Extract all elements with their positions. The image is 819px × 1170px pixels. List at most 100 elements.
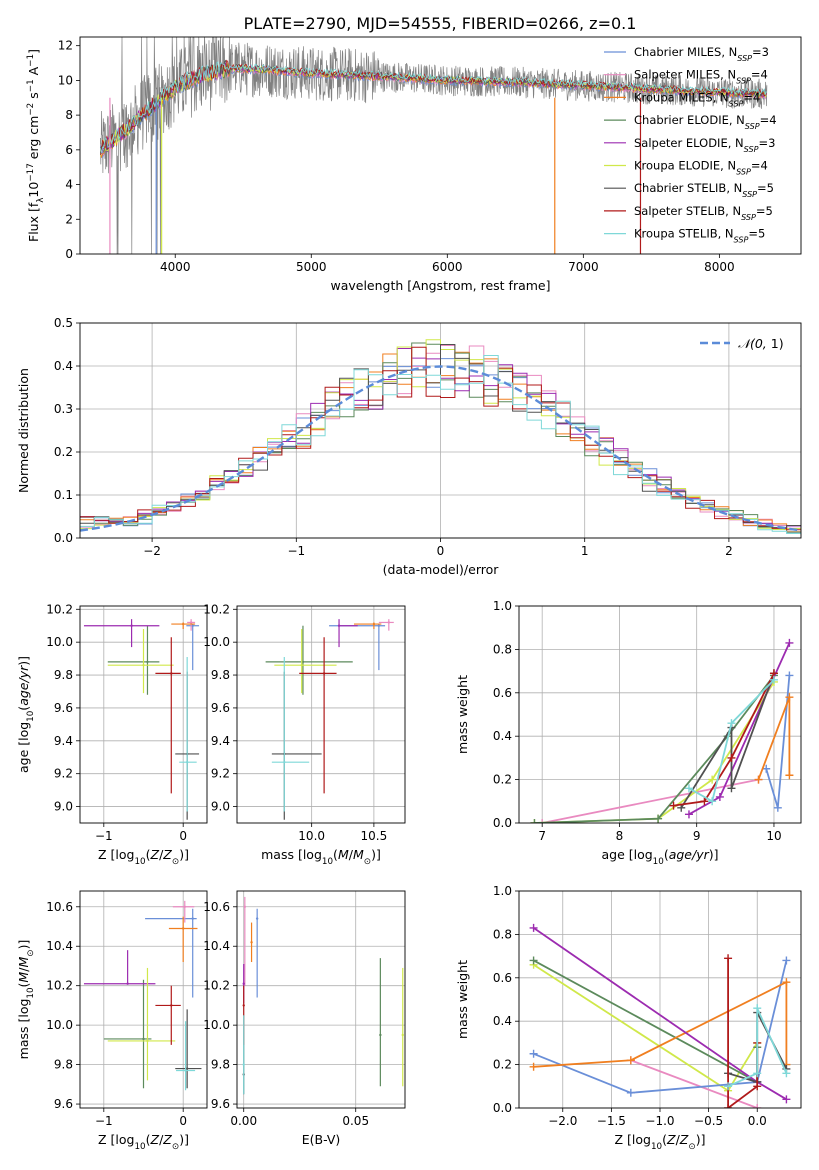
label-fragment: 10 — [134, 857, 145, 867]
marker-kroupa_miles — [785, 693, 794, 702]
y-tick-label: 0.6 — [493, 686, 512, 700]
point-kroupa_stelib — [184, 1069, 187, 1072]
label-fragment: / — [16, 967, 31, 972]
y-tick-label: 10.6 — [46, 900, 73, 914]
y-tick-label: 0.6 — [493, 971, 512, 985]
y-tick-label: 9.8 — [54, 1058, 73, 1072]
marker-salpeter_stelib — [724, 954, 733, 963]
x-tick-label: 6000 — [432, 260, 463, 274]
marker-chabrier_miles — [773, 803, 782, 812]
label-fragment: Z — [150, 847, 160, 862]
label-fragment: / — [159, 847, 164, 862]
marker-chabrier_elodie — [530, 819, 539, 823]
label-fragment: E(B-V) — [302, 1132, 341, 1147]
label-fragment: )] — [16, 940, 31, 950]
point-chabrier_elodie — [146, 660, 149, 664]
label-fragment: Normed distribution — [16, 368, 31, 493]
axes-frame — [236, 890, 406, 1109]
x-tick-label: 1 — [581, 544, 589, 558]
label-fragment: )] — [179, 847, 189, 862]
plot-area — [529, 923, 791, 1108]
y-tick-label: 0.8 — [493, 642, 512, 656]
label-fragment: =4 — [743, 90, 760, 104]
plot-weight_vs_Z: −2.0 −1.5 −1.0 −0.5 0.0 0.0 0.2 0.4 0.6 0.8 1.0 Z [… — [455, 884, 802, 1152]
y-tick-label: 10.4 — [46, 939, 73, 953]
y-tick-label: 9.8 — [54, 668, 73, 682]
point-kroupa_miles — [250, 941, 253, 944]
legend-label: Salpeter ELODIE, NSSP=3 — [634, 136, 775, 154]
marker-kroupa_stelib — [724, 1082, 733, 1091]
point-chabrier_miles — [377, 624, 381, 627]
label-fragment: −1 — [26, 79, 36, 92]
series-chabrier_elodie — [534, 674, 775, 823]
point-salpeter_stelib — [170, 672, 173, 675]
y-tick-label: 9.2 — [211, 767, 230, 781]
point-salpeter_elodie — [242, 982, 245, 985]
x-tick-label: 4000 — [160, 260, 191, 274]
marker-chabrier_miles — [762, 764, 771, 773]
label-fragment: −1 — [26, 54, 36, 67]
marker-kroupa_stelib — [753, 1069, 762, 1078]
y-tick-label: 0.4 — [493, 729, 512, 743]
label-fragment: ( — [146, 1132, 151, 1147]
label-fragment: SSP — [741, 212, 756, 221]
label-fragment: Kroupa STELIB, N — [634, 227, 734, 241]
marker-kroupa_miles — [785, 771, 794, 780]
point-salpeter_miles — [183, 905, 186, 908]
point-kroupa_stelib — [283, 760, 286, 764]
label-fragment: =3 — [758, 136, 775, 150]
x-tick-label: 0.0 — [748, 1114, 767, 1128]
marker-salpeter_elodie — [785, 638, 794, 647]
axes-frame — [79, 890, 208, 1109]
y-axis-label: mass weight — [455, 960, 470, 1039]
label-fragment: ( — [333, 847, 338, 862]
y-tick-label: 0.2 — [493, 773, 512, 787]
y-tick-label: 10.0 — [203, 1018, 230, 1032]
marker-chabrier_miles — [782, 956, 791, 965]
label-fragment: Flux [f — [26, 202, 41, 242]
y-tick-label: 10.2 — [46, 979, 73, 993]
series-salpeter_stelib — [727, 958, 759, 1108]
label-fragment: M — [338, 847, 349, 862]
label-fragment: age [log — [16, 722, 31, 773]
x-axis-label: Z [log10(Z/Z⊙)] — [98, 847, 189, 867]
y-tick-label: 9.8 — [211, 668, 230, 682]
y-tick-label: 9.0 — [54, 800, 73, 814]
point-kroupa_elodie — [142, 663, 145, 667]
y-axis-label: mass [log10(M/M⊙)] — [16, 940, 36, 1060]
label-fragment: / — [676, 1132, 681, 1147]
point-chabrier_elodie — [301, 660, 305, 664]
x-tick-label: 8000 — [704, 260, 735, 274]
y-tick-label: 10.0 — [46, 1018, 73, 1032]
series-kroupa_stelib — [688, 679, 775, 803]
label-fragment: / — [159, 1132, 164, 1147]
marker-salpeter_miles — [753, 1104, 762, 1108]
y-tick-label: 10 — [58, 73, 73, 87]
x-tick-label: 0.00 — [230, 1114, 257, 1128]
point-chabrier_miles — [191, 917, 194, 920]
x-tick-label: −0.5 — [694, 1114, 723, 1128]
label-fragment: SSP — [736, 167, 751, 176]
x-tick-label: −2.0 — [548, 1114, 577, 1128]
plot-age_vs_mass: 10.0 10.5 9.0 9.2 9.4 9.6 9.8 10.0 10.2 mass [log… — [203, 602, 406, 867]
label-fragment: )] — [371, 847, 381, 862]
point-kroupa_stelib — [185, 760, 189, 764]
legend-label: Salpeter MILES, NSSP=4 — [634, 68, 768, 86]
label-fragment: mass weight — [455, 960, 470, 1039]
legend-label: Kroupa MILES, NSSP=4 — [634, 90, 760, 108]
y-tick-label: 1.0 — [493, 884, 512, 898]
x-tick-label: −1.0 — [645, 1114, 674, 1128]
label-fragment: =4 — [760, 113, 777, 127]
label-fragment: λ — [36, 198, 46, 203]
marker-kroupa_stelib — [708, 797, 717, 806]
marker-salpeter_elodie — [715, 792, 724, 801]
axes-frame — [518, 605, 802, 824]
label-fragment: ( — [16, 706, 31, 711]
y-tick-label: 10.2 — [203, 979, 230, 993]
label-fragment: mass [log — [16, 999, 31, 1060]
label-fragment: 10 — [26, 987, 36, 998]
marker-chabrier_elodie — [529, 956, 538, 965]
label-fragment: Z — [162, 847, 172, 862]
